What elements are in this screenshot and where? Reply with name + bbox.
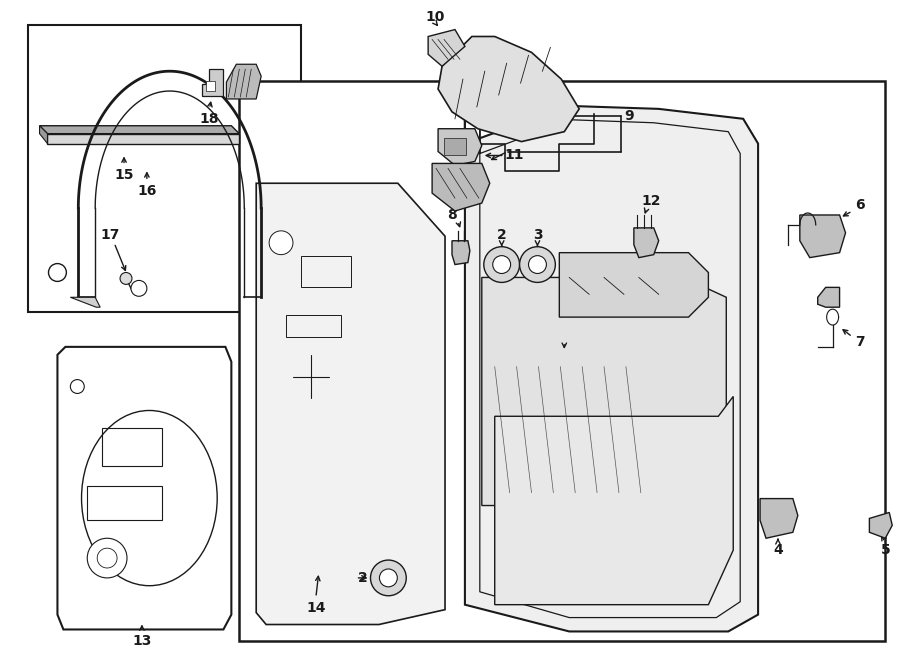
Polygon shape xyxy=(48,134,239,144)
Text: 11: 11 xyxy=(505,148,525,162)
Polygon shape xyxy=(40,126,239,134)
Bar xyxy=(103,428,162,466)
Polygon shape xyxy=(438,36,580,142)
Text: 1: 1 xyxy=(560,303,569,317)
Polygon shape xyxy=(465,106,758,632)
Polygon shape xyxy=(559,253,708,317)
Circle shape xyxy=(131,281,147,297)
Polygon shape xyxy=(760,498,797,538)
Bar xyxy=(28,24,301,312)
Text: 16: 16 xyxy=(137,184,157,198)
Polygon shape xyxy=(869,512,892,538)
Text: 4: 4 xyxy=(773,543,783,557)
Text: 8: 8 xyxy=(447,208,457,222)
Text: 9: 9 xyxy=(624,109,634,123)
Bar xyxy=(87,486,162,520)
Text: 14: 14 xyxy=(306,600,326,614)
Text: 13: 13 xyxy=(132,634,151,648)
Text: 2: 2 xyxy=(357,571,367,585)
Circle shape xyxy=(87,538,127,578)
Bar xyxy=(444,138,466,156)
Polygon shape xyxy=(40,126,48,144)
Circle shape xyxy=(97,548,117,568)
Bar xyxy=(286,315,341,337)
Text: 6: 6 xyxy=(855,198,864,212)
Text: 7: 7 xyxy=(855,335,864,349)
Circle shape xyxy=(371,560,406,596)
Polygon shape xyxy=(256,183,445,624)
Polygon shape xyxy=(482,277,726,506)
Circle shape xyxy=(380,569,397,587)
Polygon shape xyxy=(495,397,734,604)
Circle shape xyxy=(519,247,555,283)
Polygon shape xyxy=(428,30,465,66)
Text: 12: 12 xyxy=(641,194,661,208)
Circle shape xyxy=(49,263,67,281)
Text: 15: 15 xyxy=(114,168,134,182)
Text: 3: 3 xyxy=(533,228,543,242)
Circle shape xyxy=(492,256,510,273)
Bar xyxy=(205,81,215,91)
Polygon shape xyxy=(818,287,840,307)
Polygon shape xyxy=(438,128,482,166)
Text: 2: 2 xyxy=(497,228,507,242)
Text: 18: 18 xyxy=(200,112,220,126)
Text: 17: 17 xyxy=(101,228,120,242)
Circle shape xyxy=(70,379,85,393)
Text: 5: 5 xyxy=(880,543,890,557)
Circle shape xyxy=(528,256,546,273)
Polygon shape xyxy=(58,347,231,630)
Polygon shape xyxy=(432,164,490,211)
Text: 10: 10 xyxy=(426,10,445,24)
Polygon shape xyxy=(800,215,845,258)
Ellipse shape xyxy=(82,410,217,586)
Polygon shape xyxy=(227,64,261,99)
Polygon shape xyxy=(634,228,659,258)
Polygon shape xyxy=(70,297,100,307)
Circle shape xyxy=(484,247,519,283)
Polygon shape xyxy=(452,241,470,265)
Bar xyxy=(301,256,351,287)
Polygon shape xyxy=(202,70,223,96)
Bar xyxy=(239,81,886,641)
Circle shape xyxy=(269,231,293,255)
Circle shape xyxy=(120,273,132,285)
